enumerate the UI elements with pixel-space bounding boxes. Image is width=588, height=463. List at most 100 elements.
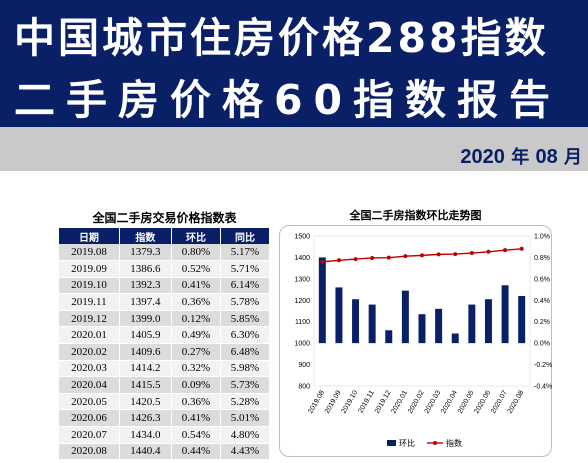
table-row: 2020.08 1440.4 0.44% 4.43%	[59, 443, 271, 461]
table-cell: 2020.01	[59, 326, 120, 345]
x-tick-label: 2020.08	[507, 389, 526, 415]
bar-mom	[385, 330, 393, 344]
index-point	[469, 251, 474, 256]
chart-title: 全国二手房指数环比走势图	[349, 209, 482, 222]
table-cell: 1426.3	[119, 409, 172, 428]
index-point	[386, 255, 391, 260]
table-cell: 5.85%	[220, 310, 271, 328]
table-row: 2020.05 1420.5 0.36% 5.28%	[59, 393, 271, 411]
table-cell: 1392.3	[119, 277, 172, 295]
y-left-tick-label: 1100	[295, 319, 310, 326]
table-cell: 6.30%	[220, 326, 271, 345]
table-cell: 4.80%	[220, 426, 271, 444]
index-point	[519, 246, 524, 251]
table-cell: 4.43%	[220, 443, 271, 461]
table-row: 2020.03 1414.2 0.32% 5.98%	[59, 360, 271, 378]
index-point	[503, 248, 508, 253]
table-cell: 0.44%	[171, 443, 221, 461]
bar-mom	[368, 304, 376, 344]
table-cell: 0.52%	[171, 260, 221, 278]
table-cell: 1414.2	[119, 360, 172, 378]
y-right-tick-label: 0.0%	[534, 341, 550, 348]
date-bar	[0, 127, 588, 171]
table-cell: 5.73%	[220, 376, 271, 394]
index-point	[370, 255, 375, 260]
table-cell: 5.01%	[220, 409, 271, 428]
bar-mom	[318, 257, 326, 344]
col-header: 同比	[220, 228, 271, 244]
table-cell: 6.14%	[220, 277, 271, 295]
table-cell: 2020.04	[59, 376, 120, 394]
y-left-tick-label: 800	[298, 384, 310, 391]
bar-mom	[401, 290, 409, 344]
y-left-tick-label: 1200	[294, 298, 310, 305]
y-right-tick-label: 0.6%	[534, 276, 550, 283]
table-cell: 1440.4	[119, 443, 172, 461]
table-title: 全国二手房交易价格指数表	[92, 211, 237, 225]
y-right-tick-label: -0.2%	[534, 362, 552, 369]
table-cell: 1434.0	[119, 426, 172, 444]
table-cell: 0.41%	[171, 277, 221, 295]
bar-mom	[435, 308, 443, 344]
index-table-section: 全国二手房交易价格指数表 日期 指数 环比 同比 2019.08 1379.3 0.…	[59, 208, 271, 461]
table-header-row: 日期 指数 环比 同比	[59, 228, 271, 244]
y-right-tick-label: 1.0%	[534, 234, 550, 241]
y-left-tick-label: 1300	[294, 276, 310, 283]
bar-mom	[418, 314, 426, 344]
table-cell: 0.09%	[171, 376, 221, 394]
y-left-tick-label: 900	[298, 362, 310, 369]
report-title-line1: 中国城市住房价格288指数	[14, 14, 549, 62]
table-cell: 0.49%	[171, 326, 221, 345]
bar-mom	[335, 287, 343, 344]
y-right-tick-label: 0.4%	[534, 298, 550, 305]
table-cell: 2020.05	[59, 393, 120, 411]
chart-frame: 800 900 1000 1100 1200 1300 1400 1500 -0.4% -0.2%…	[279, 225, 552, 457]
table-row: 2019.11 1397.4 0.36% 5.78%	[59, 293, 271, 311]
table-cell: 2020.07	[59, 426, 120, 444]
table-cell: 5.98%	[220, 360, 271, 378]
table-cell: 1397.4	[119, 293, 172, 311]
index-point	[336, 258, 341, 263]
table-cell: 2020.06	[59, 409, 120, 428]
table-row: 2019.10 1392.3 0.41% 6.14%	[59, 277, 271, 295]
table-row: 2019.09 1386.6 0.52% 5.71%	[59, 260, 271, 278]
col-header: 指数	[119, 228, 172, 244]
table-row: 2020.04 1415.5 0.09% 5.73%	[59, 376, 271, 394]
y-right-tick-label: -0.4%	[534, 384, 552, 391]
legend-line-marker	[433, 441, 437, 445]
table-cell: 2020.08	[59, 443, 120, 461]
table-cell: 2019.08	[59, 244, 120, 262]
table-cell: 2020.02	[59, 343, 120, 361]
table-cell: 5.78%	[220, 293, 271, 311]
table-cell: 2019.11	[59, 293, 120, 311]
plot-area	[313, 235, 531, 387]
table-cell: 2020.03	[59, 360, 120, 378]
table-cell: 0.12%	[171, 310, 221, 328]
table-cell: 1415.5	[119, 376, 172, 394]
table-cell: 1379.3	[119, 244, 172, 262]
index-point	[403, 254, 408, 259]
index-point	[420, 253, 424, 258]
col-header: 日期	[59, 228, 120, 244]
index-table: 日期 指数 环比 同比 2019.08 1379.3 0.80% 5.17% 2019.…	[59, 228, 271, 461]
bar-mom	[484, 299, 492, 344]
index-point	[436, 252, 441, 257]
index-point	[320, 259, 325, 264]
table-row: 2020.07 1434.0 0.54% 4.80%	[59, 426, 271, 444]
table-cell: 0.36%	[171, 393, 221, 411]
table-cell: 2019.09	[59, 260, 120, 278]
y-left-tick-label: 1400	[294, 255, 310, 262]
report-date: 2020 年 08 月	[460, 143, 582, 169]
table-cell: 5.71%	[220, 260, 271, 278]
table-cell: 0.27%	[171, 343, 221, 361]
table-cell: 0.54%	[171, 426, 221, 444]
bar-mom	[451, 333, 459, 344]
table-row: 2020.01 1405.9 0.49% 6.30%	[59, 326, 271, 345]
table-row: 2019.08 1379.3 0.80% 5.17%	[59, 244, 271, 262]
table-cell: 0.32%	[171, 360, 221, 378]
y-right-tick-label: 0.8%	[534, 255, 550, 262]
table-cell: 6.48%	[220, 343, 271, 361]
legend-line-label: 指数	[446, 438, 462, 448]
bar-mom	[518, 296, 526, 344]
table-cell: 1399.0	[119, 310, 172, 328]
